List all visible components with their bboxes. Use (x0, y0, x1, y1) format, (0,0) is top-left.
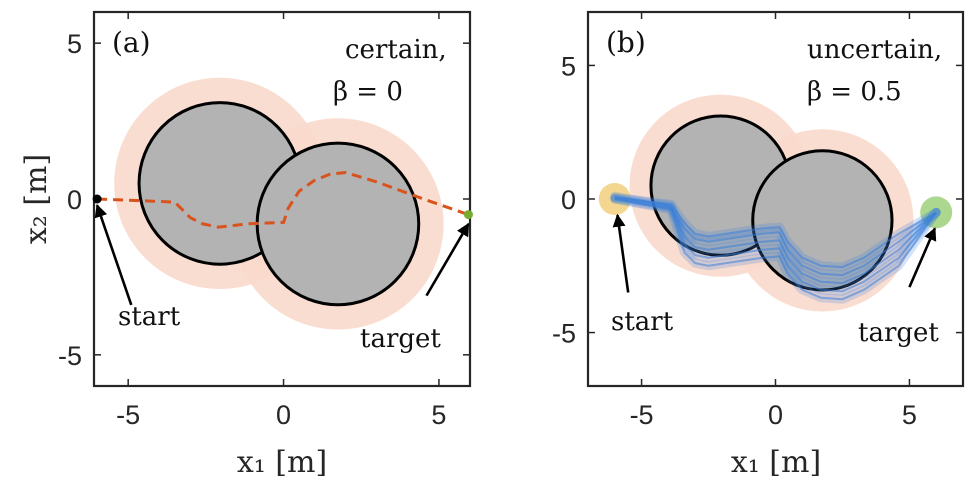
y-axis-label-a: x₂ [m] (19, 154, 54, 244)
arrows-a (92, 194, 473, 306)
panel-label-b: (b) (606, 26, 646, 59)
x-tick-label-a: 5 (431, 400, 446, 430)
panel-b: -5 0 5 -5 0 5 (b) uncertain, β = 0.5 start ta… (552, 10, 965, 480)
annotation-line1-a: certain, (345, 35, 447, 65)
annotation-line1-b: uncertain, (807, 35, 942, 65)
start-label-a: start (118, 302, 181, 332)
trajectory-b-0 (614, 198, 937, 277)
trajectory-b-3 (614, 198, 938, 301)
plot-area-a (97, 77, 469, 330)
panel-a: -5 0 5 -5 0 5 (a) certain, β = 0 start target… (19, 10, 473, 480)
ticks-b: -5 0 5 -5 0 5 (552, 12, 963, 430)
annotation-line2-b: β = 0.5 (807, 77, 902, 107)
x-tick-label-a: -5 (116, 400, 140, 430)
y-tick-label-b: 5 (561, 51, 576, 81)
target-arrow-b (908, 227, 937, 288)
x-tick-label-a: 0 (276, 400, 291, 430)
annotation-line2-a: β = 0 (333, 77, 403, 107)
start-point-a (92, 194, 102, 204)
start-arrow-a (94, 204, 133, 306)
start-label-b: start (611, 307, 674, 337)
panel-label-a: (a) (112, 26, 151, 59)
y-tick-label-a: -5 (58, 341, 82, 371)
trajectory-b-2 (614, 195, 937, 293)
y-tick-label-b: -5 (552, 319, 576, 349)
x-tick-label-b: 0 (768, 400, 783, 430)
x-tick-label-b: 5 (902, 400, 917, 430)
trajectory-b-1 (614, 196, 937, 285)
start-arrow-b (612, 213, 630, 293)
x-axis-label-a: x₁ [m] (237, 445, 327, 480)
x-tick-label-b: -5 (630, 400, 654, 430)
target-arrow-a (425, 222, 470, 297)
plot-area-b (598, 94, 953, 312)
y-tick-label-b: 0 (561, 185, 576, 215)
y-tick-label-a: 5 (67, 29, 82, 59)
trajectory-a (97, 170, 469, 229)
y-tick-label-a: 0 (67, 185, 82, 215)
start-region-b (598, 183, 631, 215)
ticks-a: -5 0 5 -5 0 5 (58, 12, 470, 430)
x-axis-label-b: x₁ [m] (731, 445, 821, 480)
target-label-a: target (360, 324, 441, 354)
target-label-b: target (858, 318, 939, 348)
target-point-a (463, 210, 473, 220)
arrows-b (612, 213, 937, 293)
trajectory-b-4 (614, 196, 937, 269)
